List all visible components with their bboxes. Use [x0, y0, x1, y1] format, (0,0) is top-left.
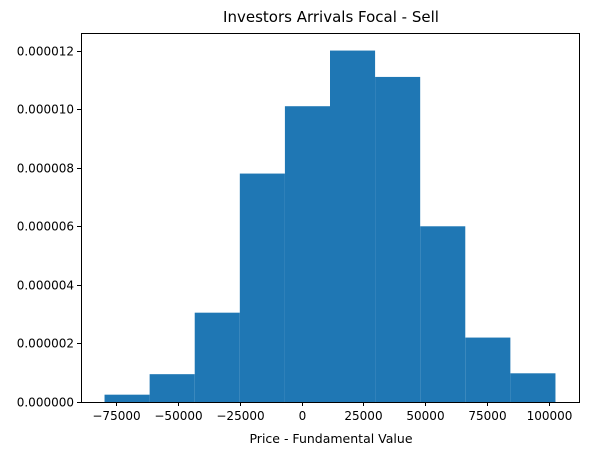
histogram-bar-10 [510, 373, 556, 402]
histogram-bar-5 [284, 106, 330, 402]
histogram-bar-3 [194, 312, 240, 402]
x-tick-label: −75000 [92, 409, 140, 423]
x-tick-label: 75000 [468, 409, 506, 423]
x-tick-label: −25000 [216, 409, 264, 423]
histogram-bar-8 [420, 226, 466, 402]
plot-frame [81, 33, 580, 403]
y-axis-ticks: 0.000000 0.000002 0.000004 0.000006 0.000008… [17, 45, 81, 410]
x-tick-label: −50000 [154, 409, 202, 423]
y-tick-label: 0.000012 [17, 45, 74, 59]
y-tick-label: 0.000006 [17, 220, 74, 234]
histogram-bar-9 [465, 337, 511, 402]
y-tick-label: 0.000002 [17, 337, 74, 351]
y-tick-label: 0.000010 [17, 103, 74, 117]
histogram-bar-2 [149, 374, 195, 402]
x-tick-label: 100000 [527, 409, 573, 423]
bars-group [104, 50, 556, 402]
histogram-bar-4 [239, 173, 285, 402]
y-tick-label: 0.000000 [17, 396, 74, 410]
histogram-bar-7 [375, 76, 421, 402]
y-tick-label: 0.000008 [17, 162, 74, 176]
x-tick-label: 0 [299, 409, 307, 423]
x-axis-ticks: −75000 −50000 −25000 0 25000 50000 75000 100000 [92, 402, 572, 423]
x-tick-label: 50000 [406, 409, 444, 423]
x-tick-label: 25000 [344, 409, 382, 423]
chart-title: Investors Arrivals Focal - Sell [223, 8, 439, 26]
histogram-bar-1 [104, 394, 150, 402]
x-axis-label: Price - Fundamental Value [249, 431, 412, 446]
histogram-bar-6 [330, 50, 376, 402]
y-tick-label: 0.000004 [17, 279, 74, 293]
